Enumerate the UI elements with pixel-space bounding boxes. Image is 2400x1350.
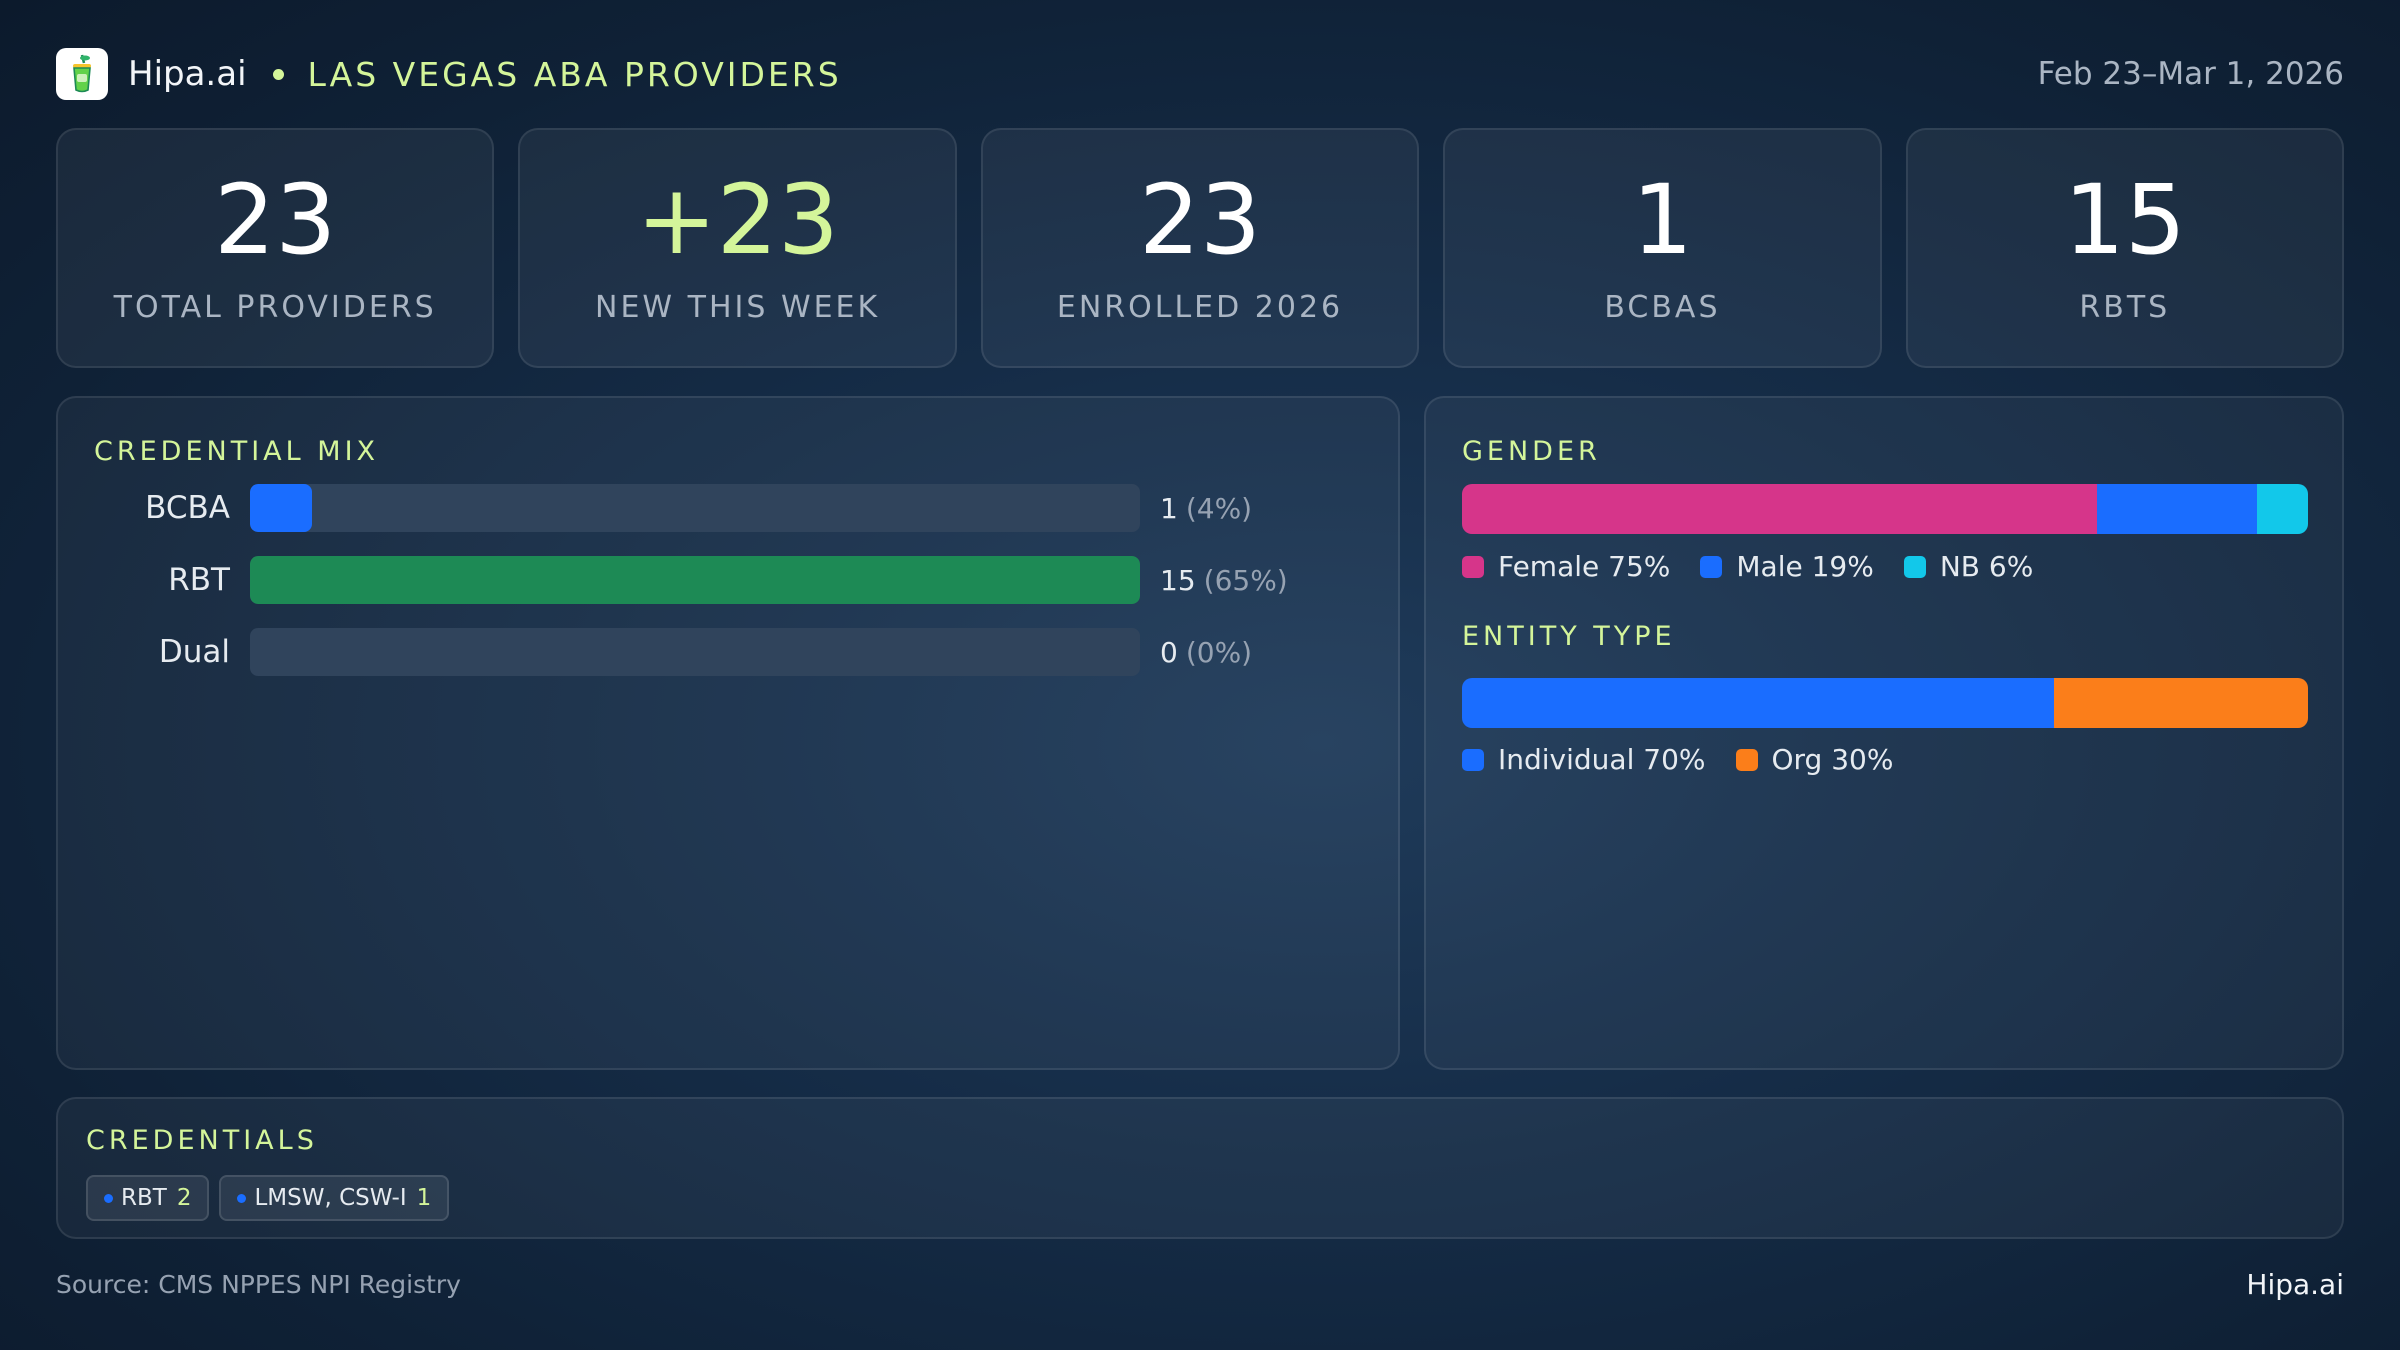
demographics-panel: GENDER Female 75% Male 19% NB 6% ENTITY … bbox=[1424, 396, 2344, 1070]
bar-label: BCBA bbox=[145, 490, 230, 526]
kpi-label: BCBAS bbox=[1604, 289, 1721, 325]
header: Hipa.ai LAS VEGAS ABA PROVIDERS Feb 23–M… bbox=[56, 46, 2344, 102]
bar-percent: (0%) bbox=[1185, 635, 1253, 669]
bar-row-dual: Dual 0 (0%) bbox=[58, 628, 1252, 676]
kpi-value: +23 bbox=[636, 163, 839, 276]
credential-chips: RBT 2 LMSW, CSW-I 1 bbox=[86, 1175, 450, 1221]
legend-item: NB 6% bbox=[1903, 550, 2034, 583]
date-range: Feb 23–Mar 1, 2026 bbox=[2037, 56, 2344, 92]
kpi-row: 23 TOTAL PROVIDERS +23 NEW THIS WEEK 23 … bbox=[56, 128, 2345, 368]
bar-track bbox=[250, 628, 1140, 676]
gender-segment-female bbox=[1462, 484, 2097, 534]
bar-fill bbox=[250, 556, 1140, 604]
gender-title: GENDER bbox=[1462, 436, 1601, 467]
bullet-dot-icon bbox=[237, 1193, 247, 1203]
legend-swatch bbox=[1735, 748, 1758, 771]
bar-count: 0 bbox=[1160, 635, 1178, 669]
kpi-total-providers: 23 TOTAL PROVIDERS bbox=[56, 128, 495, 368]
kpi-value: 1 bbox=[1631, 163, 1693, 276]
brand-name: Hipa.ai bbox=[128, 54, 247, 94]
bar-fill bbox=[250, 484, 313, 532]
chip-count: 2 bbox=[176, 1185, 192, 1211]
bar-row-bcba: BCBA 1 (4%) bbox=[58, 484, 1252, 532]
legend-swatch bbox=[1700, 555, 1723, 578]
kpi-value: 15 bbox=[2063, 163, 2186, 276]
kpi-value: 23 bbox=[1138, 163, 1262, 276]
entity-type-title: ENTITY TYPE bbox=[1462, 621, 1676, 652]
kpi-value: 23 bbox=[214, 163, 337, 276]
credential-chip[interactable]: LMSW, CSW-I 1 bbox=[219, 1175, 450, 1221]
legend-swatch bbox=[1462, 555, 1484, 578]
footer-brand: Hipa.ai bbox=[2246, 1268, 2344, 1301]
legend-label: Org 30% bbox=[1771, 743, 1894, 776]
kpi-label: RBTS bbox=[2079, 289, 2171, 325]
legend-swatch bbox=[1903, 555, 1926, 578]
entity-type-legend: Individual 70% Org 30% bbox=[1462, 743, 1923, 776]
kpi-enrolled-2026: 23 ENROLLED 2026 bbox=[980, 128, 1420, 368]
bar-track bbox=[250, 484, 1140, 532]
gender-stacked-bar bbox=[1462, 484, 2308, 534]
legend-label: NB 6% bbox=[1939, 550, 2034, 583]
chip-label: LMSW, CSW-I bbox=[254, 1185, 407, 1211]
bar-track bbox=[250, 556, 1140, 604]
chip-label: RBT bbox=[121, 1185, 167, 1211]
kpi-label: ENROLLED 2026 bbox=[1056, 289, 1344, 325]
page-title: LAS VEGAS ABA PROVIDERS bbox=[307, 54, 842, 94]
legend-item: Male 19% bbox=[1700, 550, 1874, 583]
legend-swatch bbox=[1462, 748, 1484, 771]
entity-segment-individual bbox=[1462, 678, 2055, 728]
kpi-rbts: 15 RBTS bbox=[1905, 128, 2345, 368]
credentials-title: CREDENTIALS bbox=[86, 1125, 318, 1156]
kpi-new-this-week: +23 NEW THIS WEEK bbox=[518, 128, 957, 368]
legend-item: Individual 70% bbox=[1462, 743, 1706, 776]
credential-chip[interactable]: RBT 2 bbox=[86, 1175, 210, 1221]
gender-legend: Female 75% Male 19% NB 6% bbox=[1462, 550, 2063, 583]
kpi-bcbas: 1 BCBAS bbox=[1443, 128, 1882, 368]
entity-type-stacked-bar bbox=[1462, 678, 2308, 728]
separator-dot bbox=[272, 68, 284, 80]
kpi-label: NEW THIS WEEK bbox=[595, 289, 881, 325]
bar-value: 1 (4%) bbox=[1160, 492, 1252, 525]
kpi-label: TOTAL PROVIDERS bbox=[113, 289, 437, 325]
bar-label: Dual bbox=[158, 634, 230, 670]
bar-count: 1 bbox=[1160, 491, 1178, 525]
bar-label: RBT bbox=[168, 562, 230, 598]
credential-mix-title: CREDENTIAL MIX bbox=[94, 436, 380, 467]
bar-value: 0 (0%) bbox=[1160, 636, 1252, 669]
credential-mix-panel: CREDENTIAL MIX BCBA 1 (4%) RBT 15 (65%) Du… bbox=[56, 396, 1400, 1070]
legend-label: Individual 70% bbox=[1498, 743, 1706, 776]
cocktail-glass-icon bbox=[56, 48, 108, 100]
legend-label: Male 19% bbox=[1736, 550, 1874, 583]
legend-label: Female 75% bbox=[1498, 550, 1671, 583]
bullet-dot-icon bbox=[104, 1193, 113, 1203]
bar-value: 15 (65%) bbox=[1160, 564, 1288, 597]
credentials-panel: CREDENTIALS RBT 2 LMSW, CSW-I 1 bbox=[56, 1097, 2344, 1239]
bar-row-rbt: RBT 15 (65%) bbox=[58, 556, 1288, 604]
gender-segment-nb bbox=[2257, 484, 2308, 534]
bar-percent: (4%) bbox=[1185, 491, 1253, 525]
source-note: Source: CMS NPPES NPI Registry bbox=[56, 1270, 461, 1299]
legend-item: Org 30% bbox=[1735, 743, 1894, 776]
entity-segment-org bbox=[2054, 678, 2308, 728]
legend-item: Female 75% bbox=[1462, 550, 1670, 583]
bar-count: 15 bbox=[1160, 563, 1196, 597]
chip-count: 1 bbox=[416, 1185, 432, 1211]
gender-segment-male bbox=[2096, 484, 2258, 534]
bar-percent: (65%) bbox=[1203, 563, 1288, 597]
